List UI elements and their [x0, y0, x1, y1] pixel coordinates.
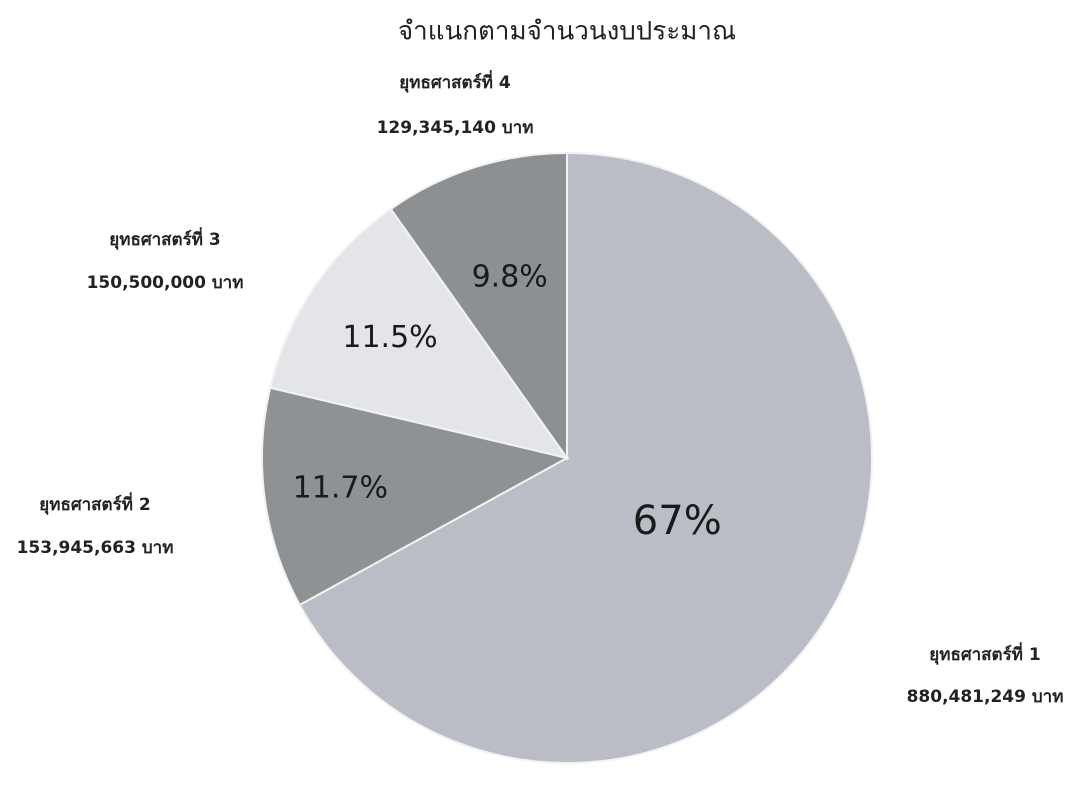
- slice-label: 9.8%: [472, 259, 548, 294]
- category-label: ยุทธศาสตร์ที่ 2: [39, 492, 150, 515]
- category-label: ยุทธศาสตร์ที่ 1: [929, 642, 1040, 665]
- amount-label: 880,481,249 บาท: [907, 687, 1064, 707]
- amount-label: 129,345,140 บาท: [377, 118, 534, 138]
- slice-label: 11.7%: [293, 470, 388, 505]
- pie-slice: [389, 151, 568, 462]
- pie-slice: [261, 386, 570, 607]
- pie-slice: [298, 151, 873, 764]
- category-label: ยุทธศาสตร์ที่ 4: [399, 70, 511, 93]
- chart-title: จำแนกตามจำนวนงบประมาณ: [398, 17, 736, 47]
- slice-label: 67%: [633, 498, 722, 544]
- category-label: ยุทธศาสตร์ที่ 3: [109, 227, 220, 250]
- amount-label: 153,945,663 บาท: [17, 538, 174, 558]
- amount-label: 150,500,000 บาท: [87, 273, 244, 293]
- pie-slice: [269, 207, 570, 460]
- slice-label: 11.5%: [342, 320, 437, 355]
